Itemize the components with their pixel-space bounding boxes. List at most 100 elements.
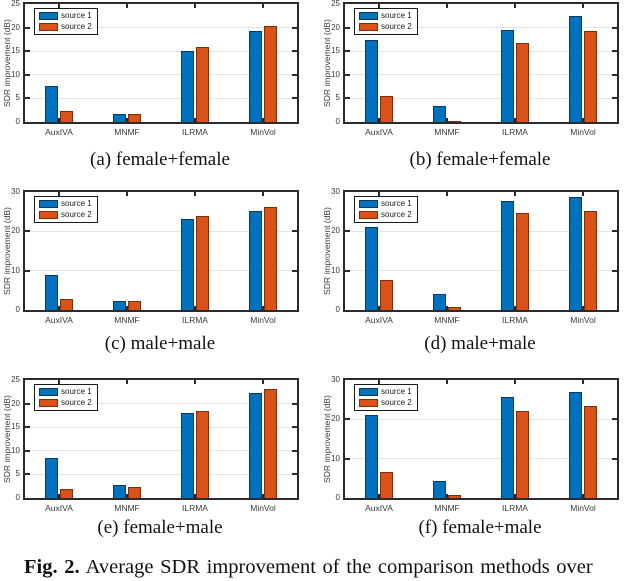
x-tick-mark xyxy=(194,118,196,122)
gridline xyxy=(345,458,617,460)
bar-source-1-minvol xyxy=(569,391,582,498)
gridline xyxy=(25,426,297,428)
y-tick-label: 20 xyxy=(11,398,20,408)
legend-swatch xyxy=(39,200,58,208)
bar-source-1-auxiva xyxy=(45,275,58,310)
plot-area-c: source 1 source 2 xyxy=(23,190,299,312)
x-tick-mark xyxy=(194,494,196,498)
x-tick-mark xyxy=(262,4,264,8)
x-tick-mark xyxy=(126,494,128,498)
y-tick-mark xyxy=(292,50,297,53)
chart-area-d: SDR improvement (dB) source 1 source 2 0 1… xyxy=(320,188,640,328)
y-tick-label: 30 xyxy=(11,187,20,196)
gridline xyxy=(25,74,297,76)
bar-source-2-ilrma xyxy=(196,411,209,498)
bar-source-2-minvol xyxy=(584,210,597,310)
bar-source-2-mnmf xyxy=(128,300,141,310)
gridline xyxy=(25,450,297,452)
y-tick-mark xyxy=(25,402,30,405)
y-tick-label: 10 xyxy=(331,69,340,79)
x-tick-label: AuxIVA xyxy=(45,315,73,325)
x-tick-mark xyxy=(126,192,128,196)
x-tick-mark xyxy=(126,118,128,122)
chart-area-c: SDR improvement (dB) source 1 source 2 0 1… xyxy=(0,187,320,328)
legend-swatch xyxy=(39,388,58,396)
y-tick-mark xyxy=(292,473,297,476)
y-tick-mark xyxy=(25,426,30,429)
gridline xyxy=(345,50,617,52)
legend-item: source 2 xyxy=(39,23,92,31)
legend-item: source 1 xyxy=(359,12,412,20)
bar-source-2-ilrma xyxy=(516,410,529,498)
figure-caption: Fig. 2. Average SDR improvement of the co… xyxy=(24,556,593,579)
bar-source-2-auxiva xyxy=(60,299,73,310)
x-tick-mark xyxy=(126,4,128,8)
y-tick-label: 10 xyxy=(11,69,20,79)
subplot-caption-d: (d) male+male xyxy=(424,333,536,354)
subplot-panel-b: SDR improvement (dB) source 1 source 2 0 5… xyxy=(320,0,640,180)
y-tick-mark xyxy=(25,26,30,29)
legend-item: source 1 xyxy=(359,200,412,208)
x-tick-label: ILRMA xyxy=(502,315,528,325)
chart-area-f: SDR improvement (dB) source 1 source 2 0 1… xyxy=(320,376,640,516)
legend-item: source 2 xyxy=(359,23,412,31)
bar-source-2-auxiva xyxy=(380,471,393,498)
x-tick-mark xyxy=(194,380,196,384)
x-tick-mark xyxy=(446,4,448,8)
x-tick-mark xyxy=(446,494,448,498)
x-tick-mark xyxy=(514,306,516,310)
bar-source-1-ilrma xyxy=(181,412,194,498)
y-tick-mark xyxy=(345,50,350,53)
y-tick-mark xyxy=(292,449,297,452)
legend-label: source 2 xyxy=(61,210,92,219)
x-tick-mark xyxy=(378,380,380,384)
y-tick-label: 15 xyxy=(11,46,20,56)
bar-source-2-auxiva xyxy=(380,280,393,310)
legend: source 1 source 2 xyxy=(354,384,418,411)
legend: source 1 source 2 xyxy=(354,196,418,223)
plot-area-a: source 1 source 2 xyxy=(23,2,299,124)
y-tick-mark xyxy=(612,418,617,421)
x-tick-mark xyxy=(582,4,584,8)
legend-swatch xyxy=(359,23,378,31)
subplot-caption-b: (b) female+female xyxy=(409,149,551,170)
gridline xyxy=(25,50,297,52)
y-tick-mark xyxy=(612,50,617,53)
gridline xyxy=(25,27,297,29)
y-tick-mark xyxy=(25,97,30,100)
x-tick-mark xyxy=(446,118,448,122)
x-tick-label: AuxIVA xyxy=(365,127,393,137)
y-tick-mark xyxy=(292,269,297,272)
x-tick-label: MinVol xyxy=(250,127,276,137)
legend-label: source 1 xyxy=(61,387,92,396)
y-tick-label: 25 xyxy=(331,0,340,8)
chart-area-e: SDR improvement (dB) source 1 source 2 0 5… xyxy=(0,375,320,516)
bar-source-1-minvol xyxy=(569,15,582,122)
subplot-panel-a: SDR improvement (dB) source 1 source 2 0 5… xyxy=(0,0,320,180)
x-tick-label: ILRMA xyxy=(502,127,528,137)
legend-item: source 1 xyxy=(39,200,92,208)
subplot-caption-e: (e) female+male xyxy=(97,517,223,538)
legend-label: source 1 xyxy=(381,199,412,208)
y-tick-mark xyxy=(25,230,30,233)
x-tick-label: MinVol xyxy=(570,503,596,513)
y-tick-label: 25 xyxy=(11,0,20,8)
bar-source-1-minvol xyxy=(249,393,262,498)
y-tick-mark xyxy=(345,269,350,272)
x-tick-label: ILRMA xyxy=(182,315,208,325)
x-tick-mark xyxy=(514,192,516,196)
bar-source-1-ilrma xyxy=(181,51,194,122)
gridline xyxy=(345,418,617,420)
y-tick-mark xyxy=(345,418,350,421)
y-tick-label: 25 xyxy=(11,375,20,384)
bar-source-1-ilrma xyxy=(181,219,194,310)
x-tick-mark xyxy=(378,494,380,498)
plot-area-f: source 1 source 2 xyxy=(343,378,619,500)
x-tick-mark xyxy=(58,306,60,310)
legend-swatch xyxy=(359,399,378,407)
x-tick-mark xyxy=(126,380,128,384)
bar-source-2-mnmf xyxy=(448,121,461,122)
x-tick-mark xyxy=(262,306,264,310)
y-tick-mark xyxy=(292,402,297,405)
x-tick-label: MinVol xyxy=(570,315,596,325)
